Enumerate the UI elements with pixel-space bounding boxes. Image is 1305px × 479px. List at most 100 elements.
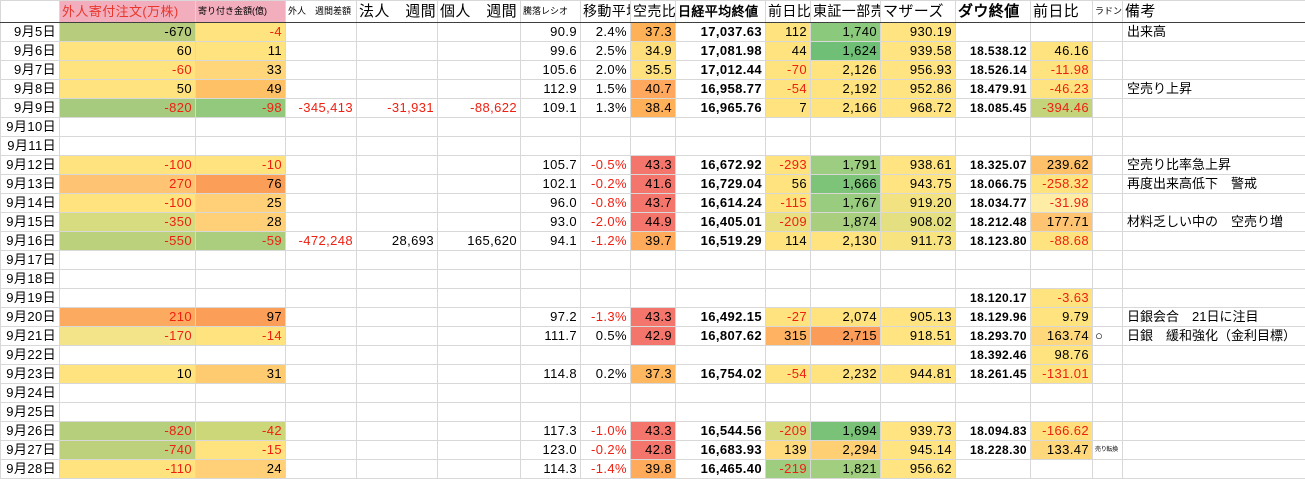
cell-nikkei_change[interactable] bbox=[765, 269, 811, 289]
cell-updown_ratio[interactable]: 105.6 bbox=[520, 60, 581, 80]
cell-remarks[interactable]: 再度出来高低下 警戒 bbox=[1122, 174, 1305, 194]
cell-nikkei_change[interactable] bbox=[765, 250, 811, 270]
cell-dow_close[interactable] bbox=[955, 459, 1031, 479]
row-date[interactable]: 9月26日 bbox=[0, 421, 60, 441]
cell-short_ratio[interactable] bbox=[630, 136, 676, 156]
cell-nikkei_close[interactable]: 16,965.76 bbox=[675, 98, 766, 118]
cell-dow_change[interactable]: -131.01 bbox=[1030, 364, 1093, 384]
header-cell-nikkei_close[interactable]: 日経平均終値 bbox=[675, 0, 766, 23]
cell-corp_weekly[interactable]: 28,693 bbox=[356, 231, 438, 251]
cell-foreign_open_orders[interactable]: -100 bbox=[59, 193, 196, 213]
cell-moving_avg[interactable]: 2.5% bbox=[580, 41, 631, 61]
cell-mothers[interactable] bbox=[880, 136, 956, 156]
cell-remarks[interactable]: 日銀 緩和強化（金利目標） bbox=[1122, 326, 1305, 346]
cell-radon[interactable] bbox=[1092, 269, 1123, 289]
cell-corp_weekly[interactable] bbox=[356, 402, 438, 422]
cell-remarks[interactable] bbox=[1122, 98, 1305, 118]
cell-moving_avg[interactable]: -0.2% bbox=[580, 174, 631, 194]
cell-indiv_weekly[interactable] bbox=[437, 459, 521, 479]
cell-open_amount[interactable]: 49 bbox=[195, 79, 286, 99]
cell-foreign_open_orders[interactable]: 60 bbox=[59, 41, 196, 61]
row-date[interactable]: 9月6日 bbox=[0, 41, 60, 61]
cell-tse1_volume[interactable] bbox=[810, 288, 881, 308]
cell-moving_avg[interactable]: -1.4% bbox=[580, 459, 631, 479]
cell-dow_close[interactable]: 18.261.45 bbox=[955, 364, 1031, 384]
cell-foreign_open_orders[interactable]: 50 bbox=[59, 79, 196, 99]
cell-foreign_weekly[interactable] bbox=[285, 364, 357, 384]
cell-dow_change[interactable] bbox=[1030, 22, 1093, 42]
cell-foreign_open_orders[interactable] bbox=[59, 117, 196, 137]
cell-short_ratio[interactable]: 37.3 bbox=[630, 364, 676, 384]
cell-open_amount[interactable]: -15 bbox=[195, 440, 286, 460]
cell-updown_ratio[interactable]: 114.8 bbox=[520, 364, 581, 384]
cell-tse1_volume[interactable]: 2,715 bbox=[810, 326, 881, 346]
cell-remarks[interactable]: 空売り比率急上昇 bbox=[1122, 155, 1305, 175]
cell-foreign_open_orders[interactable] bbox=[59, 402, 196, 422]
cell-indiv_weekly[interactable] bbox=[437, 383, 521, 403]
cell-moving_avg[interactable] bbox=[580, 250, 631, 270]
cell-corp_weekly[interactable]: -31,931 bbox=[356, 98, 438, 118]
cell-foreign_weekly[interactable] bbox=[285, 440, 357, 460]
cell-nikkei_close[interactable]: 16,958.77 bbox=[675, 79, 766, 99]
cell-moving_avg[interactable]: 1.3% bbox=[580, 98, 631, 118]
cell-nikkei_change[interactable]: 44 bbox=[765, 41, 811, 61]
cell-foreign_open_orders[interactable]: -100 bbox=[59, 155, 196, 175]
cell-foreign_weekly[interactable] bbox=[285, 421, 357, 441]
cell-dow_close[interactable]: 18.066.75 bbox=[955, 174, 1031, 194]
cell-nikkei_change[interactable]: 315 bbox=[765, 326, 811, 346]
cell-corp_weekly[interactable] bbox=[356, 288, 438, 308]
cell-foreign_open_orders[interactable] bbox=[59, 269, 196, 289]
cell-radon[interactable] bbox=[1092, 22, 1123, 42]
cell-indiv_weekly[interactable] bbox=[437, 22, 521, 42]
cell-foreign_open_orders[interactable]: -820 bbox=[59, 421, 196, 441]
cell-foreign_open_orders[interactable]: -110 bbox=[59, 459, 196, 479]
header-cell-date[interactable] bbox=[0, 0, 60, 23]
cell-dow_change[interactable]: 98.76 bbox=[1030, 345, 1093, 365]
cell-radon[interactable] bbox=[1092, 421, 1123, 441]
cell-dow_change[interactable]: -31.98 bbox=[1030, 193, 1093, 213]
cell-radon[interactable] bbox=[1092, 212, 1123, 232]
cell-tse1_volume[interactable]: 2,232 bbox=[810, 364, 881, 384]
cell-foreign_weekly[interactable] bbox=[285, 79, 357, 99]
cell-mothers[interactable] bbox=[880, 288, 956, 308]
cell-radon[interactable] bbox=[1092, 117, 1123, 137]
cell-mothers[interactable]: 968.72 bbox=[880, 98, 956, 118]
cell-indiv_weekly[interactable] bbox=[437, 440, 521, 460]
header-cell-foreign_weekly[interactable]: 外人 週間差額 bbox=[285, 0, 357, 23]
cell-corp_weekly[interactable] bbox=[356, 79, 438, 99]
cell-tse1_volume[interactable] bbox=[810, 250, 881, 270]
cell-remarks[interactable] bbox=[1122, 288, 1305, 308]
cell-short_ratio[interactable]: 38.4 bbox=[630, 98, 676, 118]
row-date[interactable]: 9月17日 bbox=[0, 250, 60, 270]
cell-open_amount[interactable]: -10 bbox=[195, 155, 286, 175]
header-cell-updown_ratio[interactable]: 騰落レシオ bbox=[520, 0, 581, 23]
cell-open_amount[interactable] bbox=[195, 117, 286, 137]
cell-tse1_volume[interactable]: 1,767 bbox=[810, 193, 881, 213]
cell-nikkei_close[interactable]: 16,754.02 bbox=[675, 364, 766, 384]
cell-updown_ratio[interactable]: 102.1 bbox=[520, 174, 581, 194]
cell-updown_ratio[interactable]: 94.1 bbox=[520, 231, 581, 251]
cell-nikkei_close[interactable]: 16,614.24 bbox=[675, 193, 766, 213]
header-cell-dow_change[interactable]: 前日比 bbox=[1030, 0, 1093, 23]
cell-dow_close[interactable] bbox=[955, 383, 1031, 403]
cell-radon[interactable] bbox=[1092, 193, 1123, 213]
cell-nikkei_close[interactable]: 16,519.29 bbox=[675, 231, 766, 251]
cell-dow_change[interactable]: -3.63 bbox=[1030, 288, 1093, 308]
cell-radon[interactable] bbox=[1092, 307, 1123, 327]
cell-nikkei_close[interactable]: 17,012.44 bbox=[675, 60, 766, 80]
cell-short_ratio[interactable] bbox=[630, 250, 676, 270]
cell-indiv_weekly[interactable]: 165,620 bbox=[437, 231, 521, 251]
cell-indiv_weekly[interactable] bbox=[437, 136, 521, 156]
cell-moving_avg[interactable]: 0.2% bbox=[580, 364, 631, 384]
cell-mothers[interactable]: 939.58 bbox=[880, 41, 956, 61]
cell-radon[interactable] bbox=[1092, 459, 1123, 479]
cell-moving_avg[interactable]: -1.2% bbox=[580, 231, 631, 251]
header-cell-short_ratio[interactable]: 空売比率 bbox=[630, 0, 676, 23]
cell-updown_ratio[interactable]: 96.0 bbox=[520, 193, 581, 213]
cell-mothers[interactable]: 952.86 bbox=[880, 79, 956, 99]
row-date[interactable]: 9月14日 bbox=[0, 193, 60, 213]
cell-corp_weekly[interactable] bbox=[356, 250, 438, 270]
cell-short_ratio[interactable]: 37.3 bbox=[630, 22, 676, 42]
cell-remarks[interactable] bbox=[1122, 250, 1305, 270]
cell-open_amount[interactable]: 11 bbox=[195, 41, 286, 61]
